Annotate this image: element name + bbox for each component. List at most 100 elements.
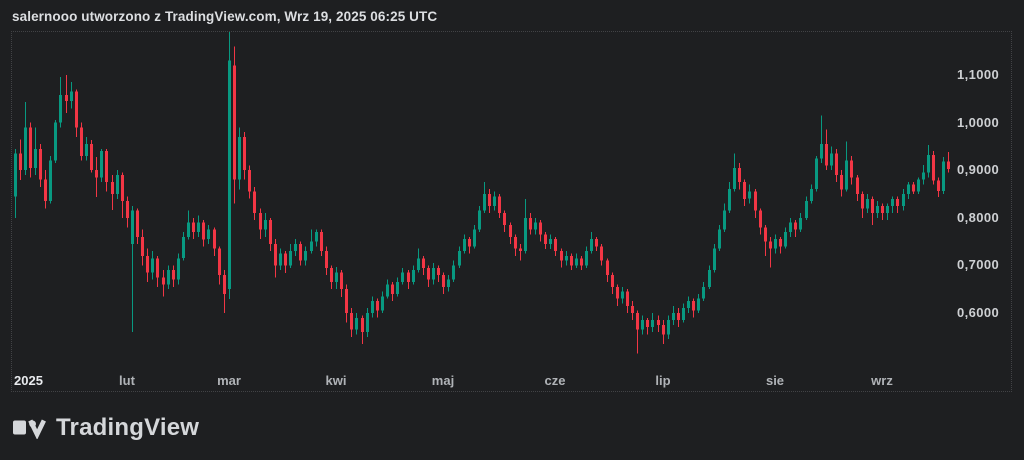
candle-body [779, 239, 782, 247]
candle-body [361, 317, 364, 333]
candle-body [111, 182, 114, 194]
candle-body [805, 201, 808, 218]
candle-body [345, 289, 348, 313]
candle-body [243, 136, 246, 171]
candle-body [304, 251, 307, 261]
candle-body [519, 248, 522, 252]
candle-body [407, 272, 410, 282]
candle-body [478, 210, 481, 230]
candle-body [177, 258, 180, 280]
candle-body [14, 153, 17, 197]
candle-body [881, 205, 884, 213]
time-axis-month-label: cze [544, 373, 566, 388]
candle-body [687, 301, 690, 309]
candle-body [611, 274, 614, 287]
candle-body [815, 158, 818, 190]
candle-body [121, 175, 124, 202]
price-axis-label: 0,7000 [957, 257, 1000, 272]
candle-body [662, 324, 665, 335]
candle-body [902, 194, 905, 206]
candle-body [784, 232, 787, 247]
candle-wick [520, 244, 521, 261]
candle-body [748, 191, 751, 199]
candle-body [330, 267, 333, 283]
candle-body [896, 198, 899, 206]
candle-body [947, 161, 950, 170]
candle-body [458, 251, 461, 266]
time-axis-month-label: lip [655, 373, 671, 388]
candle-body [192, 222, 195, 233]
candle-body [264, 220, 267, 230]
candle-body [105, 151, 108, 183]
candle-body [468, 239, 471, 247]
candle-body [24, 127, 27, 171]
candle-body [299, 244, 302, 261]
candle-body [723, 210, 726, 230]
tradingview-logo[interactable]: TradingView [13, 412, 199, 444]
candle-body [549, 239, 552, 244]
candle-body [325, 251, 328, 268]
candle-body [493, 196, 496, 206]
candle-body [447, 279, 450, 287]
candle-body [335, 272, 338, 282]
candle-body [253, 191, 256, 213]
candle-body [539, 222, 542, 235]
candle-body [366, 313, 369, 332]
candle-body [764, 227, 767, 242]
candle-body [560, 251, 563, 261]
candle-body [422, 258, 425, 268]
candle-body [167, 270, 170, 285]
candle-body [156, 258, 159, 278]
candle-body [606, 260, 609, 275]
candle-body [59, 95, 62, 123]
candle-body [39, 148, 42, 180]
candle-body [682, 308, 685, 321]
candle-body [95, 170, 98, 178]
candle-body [126, 201, 129, 218]
candle-body [524, 217, 527, 252]
candle-body [427, 267, 430, 280]
candle-body [315, 232, 318, 242]
candle-body [789, 222, 792, 233]
candle-body [942, 161, 945, 192]
candle-body [238, 136, 241, 180]
candle-body [131, 210, 134, 244]
candle-body [917, 179, 920, 192]
time-axis-month-label: maj [431, 373, 455, 388]
candle-body [54, 122, 57, 161]
candlestick-chart[interactable] [12, 32, 951, 391]
candle-body [340, 272, 343, 290]
candle-wick [821, 115, 822, 164]
candle-body [514, 236, 517, 249]
candle-body [835, 153, 838, 175]
candle-body [595, 239, 598, 247]
candle-body [202, 222, 205, 240]
candle-wick [66, 75, 67, 114]
price-axis-label: 0,6000 [957, 305, 1000, 320]
time-axis-month-label: kwi [325, 373, 347, 388]
candle-body [213, 229, 216, 249]
candle-body [401, 272, 404, 282]
chart-attribution: salernooo utworzono z TradingView.com, W… [12, 9, 438, 24]
price-axis-label: 1,0000 [957, 115, 1000, 130]
candle-body [718, 229, 721, 249]
candle-body [697, 298, 700, 311]
candle-body [651, 320, 654, 328]
candle-body [856, 177, 859, 194]
candle-body [657, 320, 660, 325]
candle-body [274, 244, 277, 266]
candle-body [534, 222, 537, 230]
candle-body [794, 222, 797, 230]
candle-body [437, 267, 440, 275]
candle-body [825, 144, 828, 166]
candle-body [580, 258, 583, 266]
candle-body [672, 313, 675, 321]
candle-body [100, 151, 103, 178]
candle-body [631, 305, 634, 313]
candle-body [350, 313, 353, 330]
candle-body [820, 144, 823, 159]
candle-body [861, 194, 864, 209]
candle-body [355, 317, 358, 330]
candle-body [866, 198, 869, 209]
candle-body [269, 220, 272, 244]
